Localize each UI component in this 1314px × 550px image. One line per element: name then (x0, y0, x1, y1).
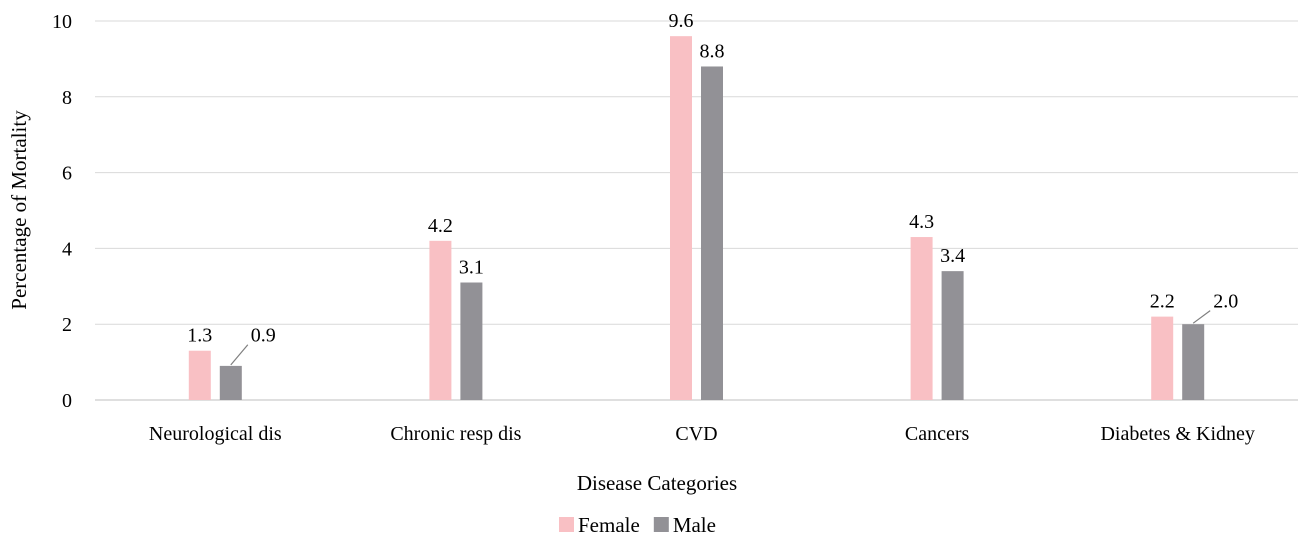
data-label-male: 3.4 (940, 245, 965, 267)
y-tick-label: 4 (62, 238, 72, 260)
data-label-male: 3.1 (459, 257, 484, 279)
y-tick-label: 8 (62, 87, 72, 109)
gridlines (95, 20, 1298, 401)
y-tick-label: 6 (62, 163, 72, 185)
bar-female (188, 350, 211, 400)
y-axis-title: Percentage of Mortality (7, 110, 31, 310)
data-labels: 1.3 0.9 4.2 3.1 9.6 8.8 4.3 3.4 2.2 2.0 (187, 10, 1238, 366)
bar-female (670, 36, 692, 400)
legend-label-female: Female (578, 513, 640, 537)
legend-swatch-female (559, 517, 574, 532)
x-tick-label: Cancers (905, 423, 970, 445)
bar-male (701, 66, 723, 400)
x-tick-label: Diabetes & Kidney (1100, 423, 1254, 445)
data-label-male: 8.8 (700, 40, 725, 62)
y-tick-label: 2 (62, 314, 72, 336)
bars (188, 36, 1205, 400)
leader-line (1192, 310, 1211, 324)
bar-male (941, 271, 964, 400)
bar-male (460, 282, 483, 400)
x-axis-ticks: Neurological dis Chronic resp dis CVD Cance… (149, 423, 1255, 445)
data-label-female: 2.2 (1150, 291, 1175, 313)
x-tick-label: Chronic resp dis (390, 423, 521, 445)
legend-swatch-male (653, 517, 669, 532)
bar-female (910, 237, 933, 400)
legend: Female Male (559, 513, 716, 537)
y-axis-ticks: 0 2 4 6 8 10 (52, 11, 72, 412)
data-label-male: 2.0 (1213, 291, 1238, 313)
data-label-male: 0.9 (251, 325, 276, 347)
y-tick-label: 0 (62, 390, 72, 412)
bar-female (1151, 316, 1174, 400)
data-label-female: 4.3 (909, 211, 934, 233)
data-label-female: 9.6 (669, 10, 694, 32)
bar-male (219, 365, 242, 400)
leader-line (230, 344, 249, 366)
data-label-female: 4.2 (428, 215, 453, 237)
bar-female (429, 240, 452, 400)
y-tick-label: 10 (52, 11, 72, 33)
legend-label-male: Male (673, 513, 716, 537)
data-label-female: 1.3 (187, 325, 212, 347)
x-tick-label: Neurological dis (149, 423, 282, 445)
x-axis-title: Disease Categories (577, 471, 737, 495)
bar-male (1182, 324, 1205, 400)
x-tick-label: CVD (675, 423, 717, 445)
